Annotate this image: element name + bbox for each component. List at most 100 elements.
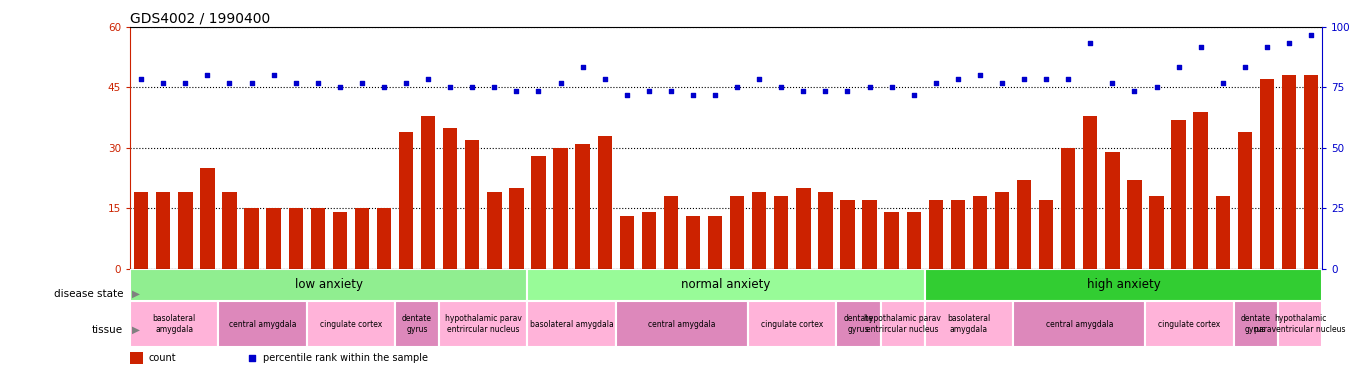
Bar	[862, 200, 877, 269]
Text: cingulate cortex: cingulate cortex	[762, 319, 823, 329]
Bar	[796, 188, 811, 269]
Bar	[840, 200, 855, 269]
Point	[1211, 80, 1233, 86]
Bar	[377, 209, 392, 269]
Bar	[1237, 132, 1252, 269]
Bar	[440, 301, 527, 348]
Point	[440, 84, 462, 91]
Bar	[748, 301, 837, 348]
Bar	[156, 192, 170, 269]
Text: cingulate cortex: cingulate cortex	[1159, 319, 1221, 329]
Bar	[1234, 301, 1278, 348]
Bar	[1017, 180, 1032, 269]
Bar	[951, 200, 964, 269]
Point	[462, 84, 484, 91]
Point	[947, 76, 969, 83]
Point	[814, 88, 836, 94]
Bar	[1278, 301, 1322, 348]
Point	[351, 80, 373, 86]
Bar	[1106, 152, 1119, 269]
Bar	[1215, 196, 1230, 269]
Bar	[1259, 79, 1274, 269]
Bar	[464, 140, 479, 269]
Point	[859, 84, 881, 91]
Text: dentate
gyrus: dentate gyrus	[401, 314, 432, 334]
Bar	[885, 212, 899, 269]
Text: ▶: ▶	[132, 325, 140, 335]
Point	[1123, 88, 1145, 94]
Bar	[925, 301, 1012, 348]
Point	[726, 84, 748, 91]
Text: basolateral
amygdala: basolateral amygdala	[947, 314, 991, 334]
Point	[218, 80, 240, 86]
Bar	[818, 192, 833, 269]
Point	[1189, 44, 1211, 50]
Point	[373, 84, 395, 91]
Bar	[597, 136, 612, 269]
Point	[1101, 80, 1123, 86]
Bar	[443, 128, 458, 269]
Bar	[1304, 75, 1318, 269]
Bar	[752, 192, 766, 269]
Text: low anxiety: low anxiety	[295, 278, 363, 291]
Point	[549, 80, 571, 86]
Bar	[1282, 75, 1296, 269]
Bar	[510, 188, 523, 269]
Bar	[421, 116, 436, 269]
Bar	[708, 217, 722, 269]
Point	[1300, 32, 1322, 38]
Point	[130, 76, 152, 83]
Text: central amygdala: central amygdala	[229, 319, 296, 329]
Point	[1167, 64, 1189, 70]
Point	[527, 88, 549, 94]
Point	[571, 64, 593, 70]
Text: basolateral
amygdala: basolateral amygdala	[152, 314, 196, 334]
Bar	[1193, 112, 1208, 269]
Point	[969, 72, 991, 78]
Point	[660, 88, 682, 94]
Bar	[532, 156, 545, 269]
Bar	[553, 148, 567, 269]
Bar	[178, 192, 193, 269]
Bar	[355, 209, 369, 269]
Point	[285, 80, 307, 86]
Bar	[307, 301, 395, 348]
Bar	[1149, 196, 1163, 269]
Point	[704, 93, 726, 99]
Point	[484, 84, 506, 91]
Bar	[837, 301, 881, 348]
Point	[506, 88, 527, 94]
Point	[682, 93, 704, 99]
Bar	[730, 196, 744, 269]
Point	[329, 84, 351, 91]
Point	[748, 76, 770, 83]
Point	[416, 76, 438, 83]
Point	[263, 72, 285, 78]
Bar	[1084, 116, 1097, 269]
Bar	[575, 144, 590, 269]
Point	[1234, 64, 1256, 70]
Bar	[1128, 180, 1141, 269]
Point	[1036, 76, 1058, 83]
Text: dentate
gyrus: dentate gyrus	[1241, 314, 1271, 334]
Bar	[134, 192, 148, 269]
Text: dentate
gyrus: dentate gyrus	[844, 314, 874, 334]
Bar	[527, 269, 925, 301]
Text: normal anxiety: normal anxiety	[681, 278, 771, 291]
Point	[837, 88, 859, 94]
Text: central amygdala: central amygdala	[648, 319, 715, 329]
Bar	[686, 217, 700, 269]
Bar	[641, 212, 656, 269]
Bar	[615, 301, 748, 348]
Bar	[663, 196, 678, 269]
Point	[991, 80, 1012, 86]
Text: percentile rank within the sample: percentile rank within the sample	[263, 353, 427, 363]
Point	[395, 80, 416, 86]
Bar	[488, 192, 501, 269]
Text: hypothalamic
paraventricular nucleus: hypothalamic paraventricular nucleus	[1254, 314, 1345, 334]
Point	[241, 80, 263, 86]
Point	[1058, 76, 1080, 83]
Bar	[289, 209, 303, 269]
Bar	[929, 200, 943, 269]
Bar	[130, 301, 218, 348]
